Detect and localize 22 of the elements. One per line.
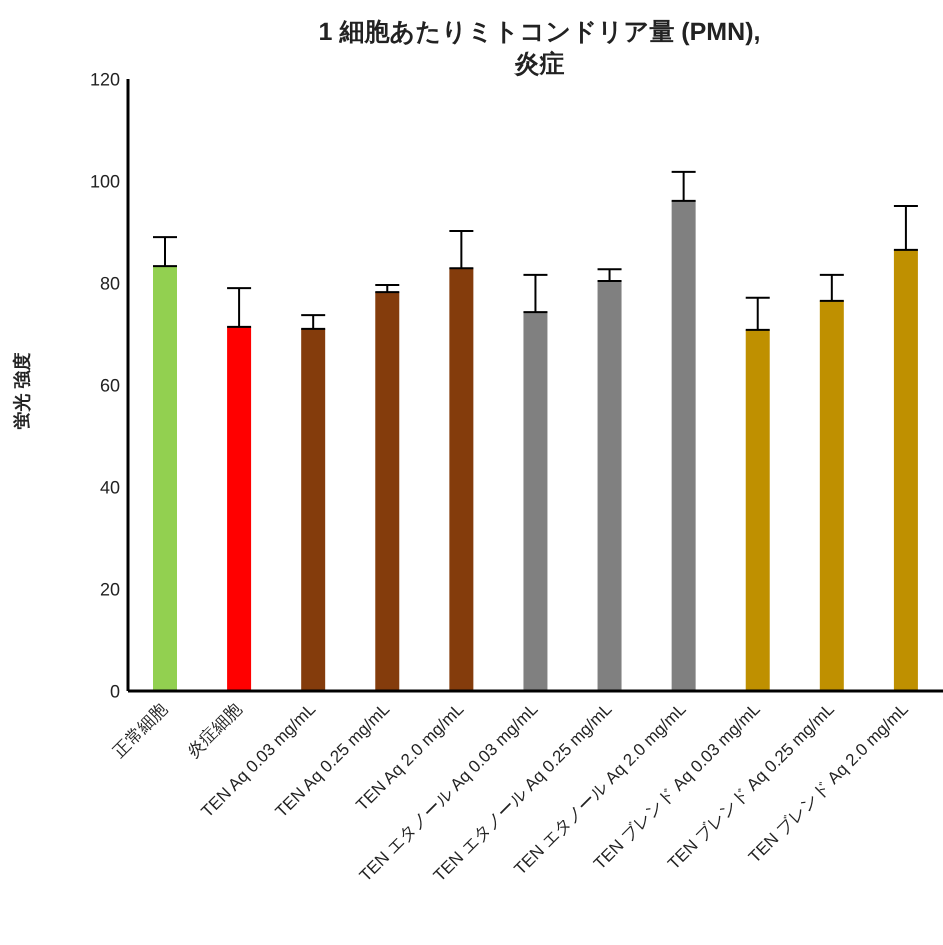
y-tick-label: 120	[90, 69, 120, 90]
bar	[746, 330, 770, 691]
bar	[820, 300, 844, 691]
bar	[598, 280, 622, 691]
bar	[227, 326, 252, 691]
y-tick-label: 40	[100, 477, 120, 498]
bar	[894, 250, 918, 691]
x-tick-label: 炎症細胞	[184, 700, 246, 762]
y-tick-label: 100	[90, 171, 120, 192]
y-tick-label: 0	[110, 681, 120, 702]
y-tick-label: 60	[100, 375, 120, 396]
x-tick-label: 正常細胞	[110, 700, 172, 762]
bar	[523, 312, 548, 691]
bar	[301, 328, 326, 691]
y-axis-title: 蛍光 強度	[11, 352, 33, 430]
bar	[375, 292, 400, 691]
bar	[153, 266, 177, 691]
y-tick-label: 80	[100, 273, 120, 294]
y-tick-label: 20	[100, 579, 120, 600]
chart-title: 1 細胞あたりミトコンドリア量 (PMN), 炎症	[318, 17, 762, 80]
bar	[672, 200, 696, 691]
bar	[449, 268, 474, 691]
